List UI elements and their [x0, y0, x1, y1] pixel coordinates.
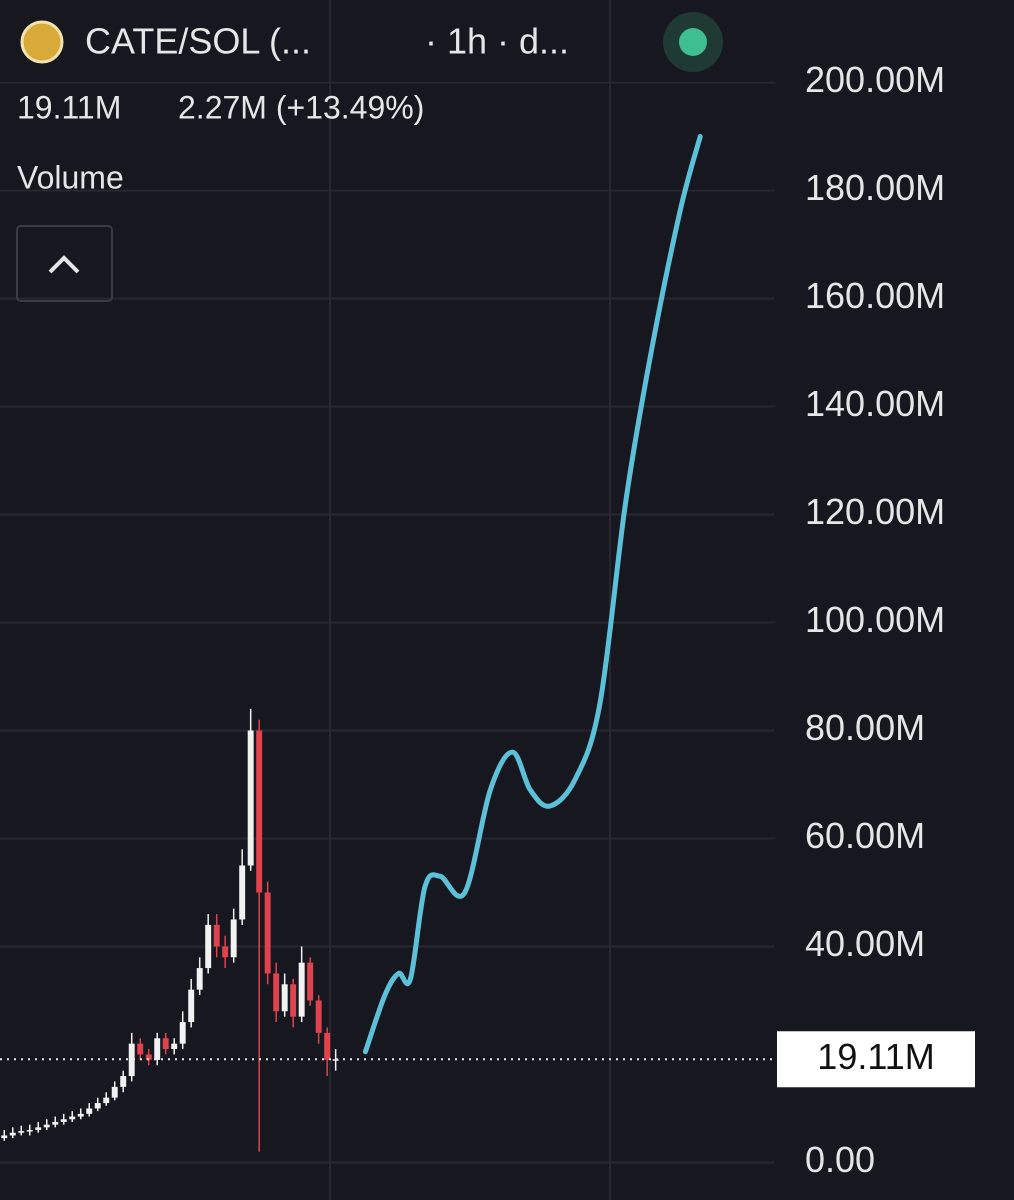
chevron-up [48, 255, 80, 274]
candle-body [145, 1054, 152, 1060]
candle-body [18, 1131, 25, 1133]
grid [0, 0, 775, 1200]
candle-body [162, 1038, 169, 1050]
candle-body [69, 1116, 76, 1120]
candle-body [94, 1103, 101, 1109]
candle-body [298, 962, 305, 1017]
candle-body [281, 984, 288, 1012]
y-tick-label: 200.00M [805, 59, 945, 100]
candle-body [256, 730, 263, 893]
candle-body [213, 924, 220, 947]
candle-body [128, 1043, 135, 1077]
y-tick-label: 100.00M [805, 599, 945, 640]
y-tick-label: 80.00M [805, 707, 925, 748]
candle-body [196, 968, 203, 990]
y-tick-label: 180.00M [805, 167, 945, 208]
candle-body [26, 1130, 33, 1132]
candle-body [332, 1059, 339, 1061]
indicator-label[interactable]: Volume [17, 159, 124, 195]
candle-body [307, 962, 314, 1001]
candle-body [86, 1108, 93, 1114]
interval[interactable]: · 1h · d... [425, 21, 569, 62]
candle-body [111, 1086, 118, 1098]
candle-body [103, 1097, 110, 1104]
y-tick-label: 40.00M [805, 923, 925, 964]
candle-body [52, 1121, 59, 1125]
candle-body [77, 1113, 84, 1117]
candle-body [35, 1127, 42, 1131]
candle-body [290, 984, 297, 1017]
candle-body [60, 1119, 67, 1122]
y-tick-label: 140.00M [805, 383, 945, 424]
change: 2.27M (+13.49%) [178, 89, 424, 125]
candle-body [137, 1043, 144, 1055]
y-tick-label: 120.00M [805, 491, 945, 532]
y-tick-label: 60.00M [805, 815, 925, 856]
status-dot [679, 28, 707, 56]
candle-body [188, 989, 195, 1023]
candle-body [230, 919, 237, 958]
candle-body [324, 1032, 331, 1060]
candle-body [179, 1022, 186, 1044]
candle-body [1, 1135, 8, 1139]
price: 19.11M [17, 89, 121, 125]
candle-body [247, 730, 254, 866]
token-icon [20, 20, 64, 64]
candle-body [264, 892, 271, 974]
pair-title[interactable]: CATE/SOL (... [85, 21, 311, 62]
candle-body [43, 1124, 50, 1128]
candle-body [315, 1000, 322, 1033]
candle-body [171, 1043, 178, 1050]
candle-body [222, 946, 229, 958]
candle-body [273, 973, 280, 1012]
candle-body [120, 1076, 127, 1087]
projection-line [362, 134, 703, 1055]
candle-body [239, 865, 246, 920]
candle-body [9, 1132, 16, 1136]
last-price-tag [777, 1031, 975, 1088]
collapse-button[interactable] [16, 225, 113, 302]
candle-body [154, 1038, 161, 1060]
last-price-label: 19.11M [817, 1036, 934, 1077]
y-tick-label: 160.00M [805, 275, 945, 316]
y-tick-label: 0.00 [805, 1139, 875, 1180]
candle-body [205, 924, 212, 969]
